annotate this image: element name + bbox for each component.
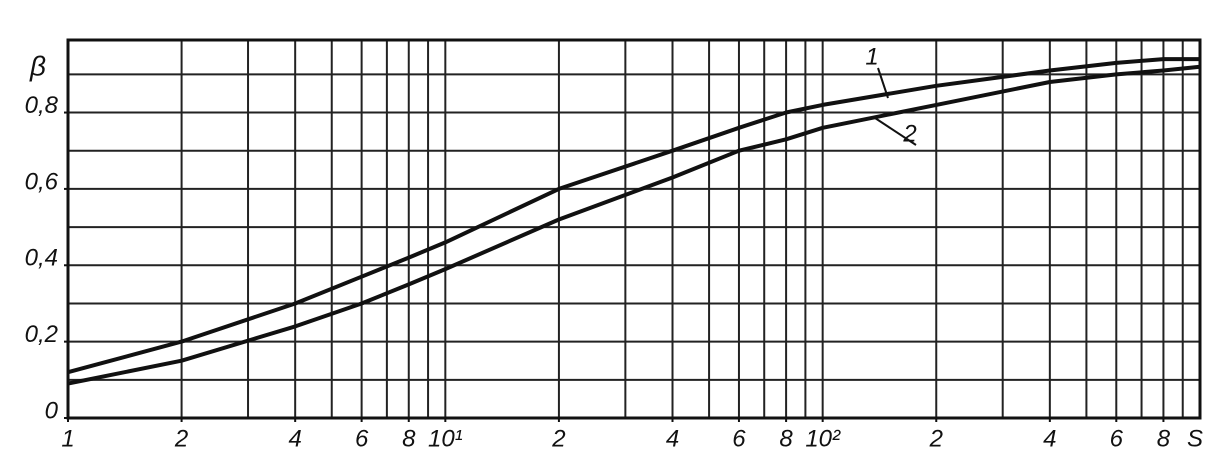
- x-tick-label: 2: [929, 425, 943, 452]
- curve: [67, 64, 1201, 386]
- curve: [67, 57, 1200, 375]
- curve-label-leader: [874, 117, 917, 146]
- x-axis-label: S: [1187, 425, 1203, 452]
- x-tick-label: 4: [1043, 425, 1056, 452]
- x-tick-label: 8: [1157, 425, 1171, 452]
- x-tick-label: 10¹: [428, 425, 463, 452]
- y-tick-label: 0,8: [25, 92, 59, 119]
- x-tick-label: 4: [666, 425, 679, 452]
- plot-frame: [66, 38, 1202, 420]
- y-tick-label: 0,6: [25, 168, 59, 195]
- x-tick-label: 2: [551, 425, 565, 452]
- y-tick-label: 0: [45, 397, 59, 424]
- x-tick-label: 8: [402, 425, 416, 452]
- x-tick-label: 6: [355, 425, 369, 452]
- y-axis-label: β: [29, 50, 46, 81]
- x-tick-label: 2: [174, 425, 188, 452]
- y-tick-label: 0,2: [25, 321, 58, 348]
- curve-label: 2: [902, 120, 916, 147]
- x-tick-label: 6: [732, 425, 746, 452]
- x-tick-label: 4: [288, 425, 301, 452]
- x-tick-label: 10²: [805, 425, 841, 452]
- curve-label: 1: [865, 43, 878, 70]
- x-tick-label: 6: [1110, 425, 1124, 452]
- x-tick-label: 1: [61, 425, 74, 452]
- x-tick-label: 8: [779, 425, 793, 452]
- curve-label-leader: [877, 67, 889, 99]
- y-tick-label: 0,4: [25, 245, 58, 272]
